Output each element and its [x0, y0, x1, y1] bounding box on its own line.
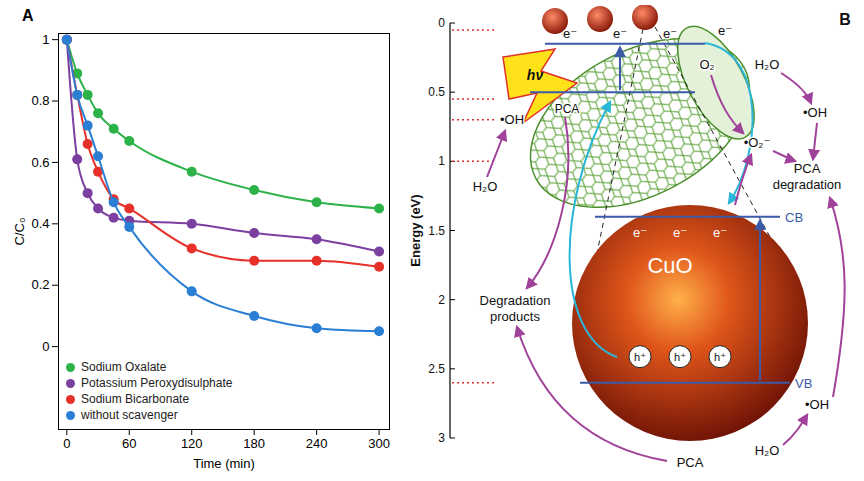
svg-text:degradation: degradation [773, 177, 842, 192]
svg-text:H₂O: H₂O [473, 179, 498, 194]
svg-text:1.5: 1.5 [428, 224, 445, 238]
svg-text:Degradation: Degradation [480, 293, 551, 308]
svg-text:VB: VB [795, 376, 812, 391]
svg-text:Time (min): Time (min) [193, 456, 255, 471]
svg-text:300: 300 [368, 436, 390, 451]
svg-text:1: 1 [42, 32, 49, 47]
svg-text:e⁻: e⁻ [713, 225, 727, 240]
html-text:Sodium Oxalate: Sodium Oxalate [81, 360, 167, 374]
svg-text:O₂: O₂ [699, 57, 714, 72]
svg-text:•OH: •OH [805, 397, 829, 412]
svg-text:h⁺: h⁺ [674, 351, 686, 363]
svg-text:CuO: CuO [647, 253, 692, 278]
svg-text:H₂O: H₂O [755, 57, 780, 72]
svg-text:0.5: 0.5 [428, 85, 445, 99]
svg-text:•O₂⁻: •O₂⁻ [744, 135, 771, 150]
svg-text:2.5: 2.5 [428, 362, 445, 376]
svg-text:products: products [490, 309, 540, 324]
svg-text:120: 120 [181, 436, 203, 451]
svg-text:60: 60 [122, 436, 136, 451]
svg-text:0: 0 [438, 16, 445, 30]
svg-text:e⁻: e⁻ [563, 26, 577, 41]
svg-text:2: 2 [438, 293, 445, 307]
svg-text:e⁻: e⁻ [673, 225, 687, 240]
svg-text:0.6: 0.6 [31, 155, 49, 170]
svg-text:e⁻: e⁻ [633, 225, 647, 240]
svg-text:H₂O: H₂O [755, 443, 780, 458]
svg-text:0.4: 0.4 [31, 216, 49, 231]
svg-text:hν: hν [527, 67, 544, 83]
svg-text:Energy (eV): Energy (eV) [408, 194, 423, 266]
svg-text:PCA: PCA [677, 455, 704, 470]
svg-text:•OH: •OH [500, 112, 524, 127]
svg-text:h⁺: h⁺ [714, 351, 726, 363]
html-text:A: A [22, 7, 34, 24]
svg-text:0.8: 0.8 [31, 93, 49, 108]
svg-text:B: B [839, 11, 851, 28]
svg-text:e⁻: e⁻ [663, 26, 677, 41]
svg-text:180: 180 [243, 436, 265, 451]
svg-text:240: 240 [306, 436, 328, 451]
svg-text:•OH: •OH [803, 105, 827, 120]
svg-text:1: 1 [438, 154, 445, 168]
svg-text:h⁺: h⁺ [634, 351, 646, 363]
html-text:without scavenger: without scavenger [81, 408, 178, 422]
svg-text:e⁻: e⁻ [613, 26, 627, 41]
svg-text:e⁻: e⁻ [718, 23, 732, 38]
svg-text:3: 3 [438, 431, 445, 445]
svg-text:PCA: PCA [794, 161, 821, 176]
svg-text:0: 0 [63, 436, 70, 451]
html-text:Sodium Bicarbonate: Sodium Bicarbonate [81, 392, 190, 406]
svg-text:PCA: PCA [555, 102, 580, 116]
svg-text:0: 0 [42, 339, 49, 354]
html-text:Potassium Peroxydisulphate: Potassium Peroxydisulphate [81, 376, 233, 390]
svg-text:CB: CB [785, 210, 803, 225]
svg-text:C/C₀: C/C₀ [12, 218, 27, 246]
svg-text:0.2: 0.2 [31, 277, 49, 292]
